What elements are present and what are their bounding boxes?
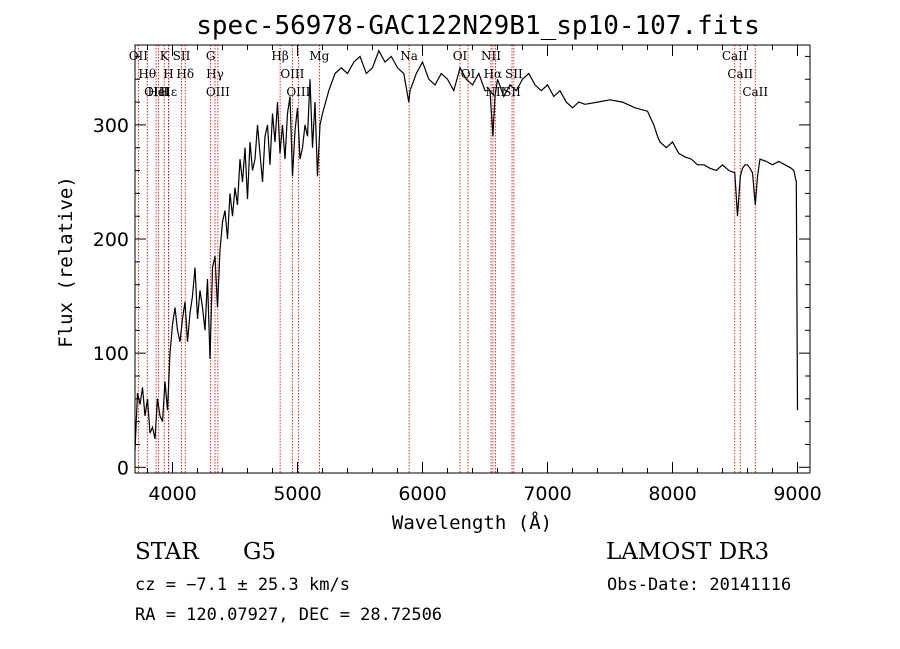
spectral-line-label: Hδ	[176, 67, 194, 81]
x-tick-label: 6000	[398, 483, 446, 505]
object-class: STAR	[135, 539, 199, 565]
spectral-line-label: Hθ	[138, 67, 156, 81]
y-axis-ticks: 0 100 200 300	[93, 55, 810, 479]
spectral-line-label: CaII	[742, 85, 768, 99]
spectral-line-label: SII	[505, 67, 523, 81]
spectral-line-label: SII	[173, 49, 191, 63]
x-tick-label: 8000	[648, 483, 696, 505]
spectral-line-labels: OIIHθOIIIHeIKHHεSIIHδGHγOIIIHβOIIIOIIIMg…	[129, 49, 769, 99]
x-tick-label: 7000	[523, 483, 571, 505]
x-tick-label: 9000	[773, 483, 821, 505]
spectral-line-label: Mg	[309, 49, 329, 63]
spectral-line-label: Hγ	[206, 67, 224, 81]
spectral-line-label: Na	[400, 49, 418, 63]
survey-name: LAMOST DR3	[606, 539, 769, 565]
spectral-line-label: OI	[453, 49, 468, 63]
x-tick-label: 4000	[148, 483, 196, 505]
spectral-line-label: Hβ	[271, 49, 288, 63]
spectral-line-label: HeI	[147, 85, 170, 99]
spectral-line-label: K	[160, 49, 170, 63]
spectral-line-label: OIII	[144, 85, 168, 99]
x-axis-label: Wavelength (Å)	[392, 511, 552, 534]
spectral-line-label: CaII	[722, 49, 748, 63]
coordinates: RA = 120.07927, DEC = 28.72506	[135, 605, 442, 625]
spectrum-series-line	[134, 49, 799, 451]
object-subclass: G5	[243, 539, 276, 565]
y-tick-label: 100	[93, 343, 129, 365]
x-axis-ticks: 4000 5000 6000 7000 8000 9000	[147, 45, 822, 505]
plot-frame	[134, 44, 811, 474]
spectral-line-label: OIII	[280, 67, 304, 81]
spectral-line-label: Hε	[160, 85, 177, 99]
y-tick-label: 0	[117, 457, 129, 479]
spectral-line-label: H	[163, 67, 173, 81]
spectral-line-markers	[137, 45, 756, 473]
y-tick-label: 200	[93, 229, 129, 251]
redshift-cz: cz = −7.1 ± 25.3 km/s	[135, 575, 350, 595]
obs-date: Obs-Date: 20141116	[607, 575, 791, 595]
chart-title: spec-56978-GAC122N29B1_sp10-107.fits	[196, 11, 760, 41]
spectral-line-label: CaII	[727, 67, 753, 81]
x-tick-label: 5000	[273, 483, 321, 505]
y-tick-label: 300	[93, 115, 129, 137]
spectral-line-label: Hα	[484, 67, 503, 81]
spectral-line-label: G	[206, 49, 216, 63]
spectral-line-label: NII	[481, 49, 501, 63]
spectral-line-label: OIII	[286, 85, 310, 99]
y-axis-label: Flux (relative)	[55, 176, 77, 348]
spectral-line-label: OI	[461, 67, 476, 81]
spectral-line-label: OIII	[206, 85, 230, 99]
